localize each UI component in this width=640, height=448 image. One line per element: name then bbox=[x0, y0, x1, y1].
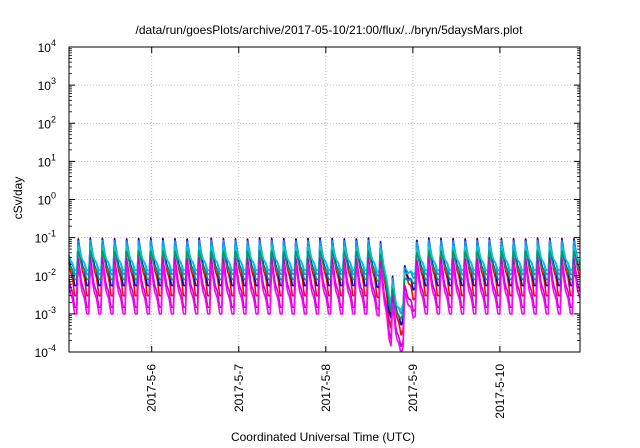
x-tick-label: 2017-5-7 bbox=[232, 364, 246, 412]
y-tick-label: 10-2 bbox=[35, 267, 56, 284]
x-tick-label: 2017-5-9 bbox=[406, 364, 420, 412]
y-tick-label: 103 bbox=[38, 76, 56, 93]
x-tick-label: 2017-5-10 bbox=[493, 364, 507, 419]
data-series-line bbox=[68, 250, 581, 320]
x-tick-label: 2017-5-8 bbox=[319, 364, 333, 412]
plot-area bbox=[68, 236, 581, 353]
y-tick-label: 10-1 bbox=[35, 229, 56, 246]
y-tick-label: 101 bbox=[38, 152, 56, 169]
data-series-line bbox=[68, 256, 581, 348]
x-tick-label: 2017-5-6 bbox=[145, 364, 159, 412]
y-tick-label: 102 bbox=[38, 114, 56, 131]
y-tick-label: 10-3 bbox=[35, 305, 56, 322]
chart-title: /data/run/goesPlots/archive/2017-05-10/2… bbox=[136, 23, 524, 37]
y-tick-label: 10-4 bbox=[35, 343, 56, 360]
y-axis-label: cSv/day bbox=[11, 177, 25, 220]
data-series-line bbox=[68, 263, 581, 353]
x-axis-label: Coordinated Universal Time (UTC) bbox=[231, 430, 415, 444]
data-series-line bbox=[68, 245, 581, 311]
y-tick-label: 104 bbox=[38, 38, 56, 55]
x-axis: 2017-5-6 2017-5-7 2017-5-8 2017-5-9 2017-5-1… bbox=[145, 47, 507, 419]
y-axis: 10-4 10-3 10-2 10-1 100 101 102 103 104 bbox=[35, 38, 580, 360]
y-tick-label: 100 bbox=[38, 191, 56, 208]
grid bbox=[69, 47, 580, 352]
